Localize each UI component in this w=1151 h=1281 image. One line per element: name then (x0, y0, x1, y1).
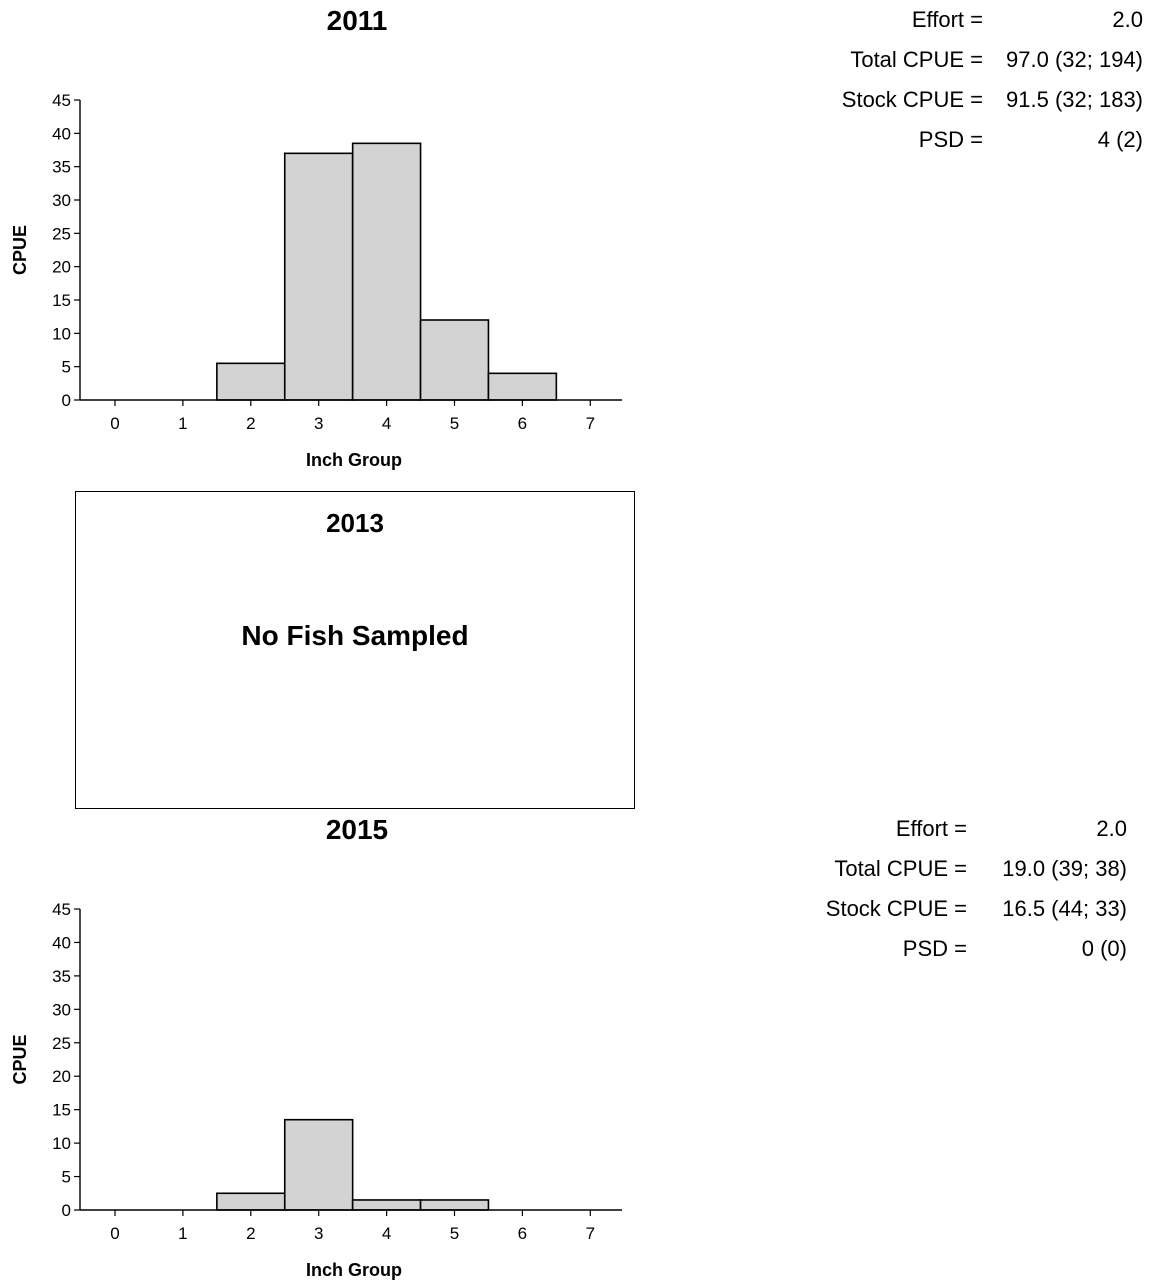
stat-row-effort: Effort = 2.0 (770, 0, 1143, 40)
no-fish-message: No Fish Sampled (241, 620, 469, 651)
x-tick-label: 5 (450, 414, 459, 433)
stat-value: 97.0 (32; 194) (1006, 47, 1143, 72)
stat-value: 4 (2) (1097, 127, 1143, 152)
y-tick-label: 0 (62, 1201, 71, 1220)
bar-2 (216, 362, 286, 401)
stat-label: Total CPUE = (850, 47, 983, 72)
y-tick-label: 10 (52, 324, 71, 343)
stat-label: Effort = (911, 7, 983, 32)
x-tick-label: 7 (586, 1224, 595, 1243)
y-tick-label: 40 (52, 124, 71, 143)
y-tick-label: 0 (62, 391, 71, 410)
x-tick-label: 3 (314, 414, 323, 433)
stat-value: 0 (0) (1081, 936, 1127, 961)
x-tick-label: 3 (314, 1224, 323, 1243)
y-tick-label: 15 (52, 1101, 71, 1120)
x-tick-label: 4 (382, 414, 391, 433)
stats-2011: Effort = 2.0 Total CPUE = 97.0 (32; 194)… (770, 0, 1143, 160)
bar-4 (351, 142, 422, 401)
y-tick-label: 35 (52, 158, 71, 177)
bar-5 (419, 319, 490, 401)
stat-row-stock-cpue: Stock CPUE = 91.5 (32; 183) (770, 80, 1143, 120)
x-axis-label: Inch Group (306, 1260, 402, 1280)
stat-label: PSD = (918, 127, 983, 152)
y-tick-label: 30 (52, 191, 71, 210)
stat-label: Stock CPUE = (825, 896, 967, 921)
y-tick-label: 25 (52, 1034, 71, 1053)
stat-row-total-cpue: Total CPUE = 97.0 (32; 194) (770, 40, 1143, 80)
y-axis-label: CPUE (10, 1034, 30, 1084)
y-tick-label: 15 (52, 291, 71, 310)
y-tick-label: 5 (62, 1168, 71, 1187)
x-tick-label: 6 (518, 414, 527, 433)
stat-label: Total CPUE = (834, 856, 967, 881)
stat-value: 19.0 (39; 38) (1002, 856, 1127, 881)
y-tick-label: 20 (52, 258, 71, 277)
no-sample-panel-2013: 2013 No Fish Sampled (75, 491, 635, 809)
bar-2 (216, 1192, 286, 1211)
stat-row-psd: PSD = 4 (2) (770, 120, 1143, 160)
bar-6 (487, 372, 558, 401)
stat-label: Stock CPUE = (841, 87, 983, 112)
bar-3 (283, 1118, 354, 1211)
y-tick-label: 10 (52, 1134, 71, 1153)
stat-row-psd: PSD = 0 (0) (770, 929, 1127, 969)
stat-value: 16.5 (44; 33) (1002, 896, 1127, 921)
bar-3 (283, 152, 354, 401)
y-tick-label: 45 (52, 900, 71, 919)
x-tick-label: 7 (586, 414, 595, 433)
x-tick-label: 0 (110, 1224, 119, 1243)
panel-title: 2013 (326, 508, 384, 538)
stat-label: Effort = (895, 816, 967, 841)
chart-title: 2015 (326, 814, 388, 845)
y-tick-label: 25 (52, 224, 71, 243)
x-tick-label: 6 (518, 1224, 527, 1243)
x-tick-label: 5 (450, 1224, 459, 1243)
stat-value: 2.0 (1096, 816, 1127, 841)
x-tick-label: 4 (382, 1224, 391, 1243)
x-tick-label: 2 (246, 414, 255, 433)
chart-title: 2011 (327, 5, 388, 36)
y-tick-label: 30 (52, 1000, 71, 1019)
y-tick-label: 45 (52, 91, 71, 110)
stat-row-effort: Effort = 2.0 (770, 809, 1127, 849)
x-axis-label: Inch Group (306, 450, 402, 470)
stat-value: 2.0 (1112, 7, 1143, 32)
y-tick-label: 20 (52, 1067, 71, 1086)
bar-4 (351, 1199, 422, 1211)
bar-5 (419, 1199, 490, 1211)
y-axis-label: CPUE (10, 225, 30, 275)
stat-row-total-cpue: Total CPUE = 19.0 (39; 38) (770, 849, 1127, 889)
x-tick-label: 0 (110, 414, 119, 433)
stat-row-stock-cpue: Stock CPUE = 16.5 (44; 33) (770, 889, 1127, 929)
x-tick-label: 2 (246, 1224, 255, 1243)
y-tick-label: 40 (52, 933, 71, 952)
y-tick-label: 5 (62, 358, 71, 377)
stats-2015: Effort = 2.0 Total CPUE = 19.0 (39; 38) … (770, 809, 1127, 969)
x-tick-label: 1 (178, 1224, 187, 1243)
y-tick-label: 35 (52, 967, 71, 986)
stat-label: PSD = (902, 936, 967, 961)
x-tick-label: 1 (178, 414, 187, 433)
stat-value: 91.5 (32; 183) (1006, 87, 1143, 112)
